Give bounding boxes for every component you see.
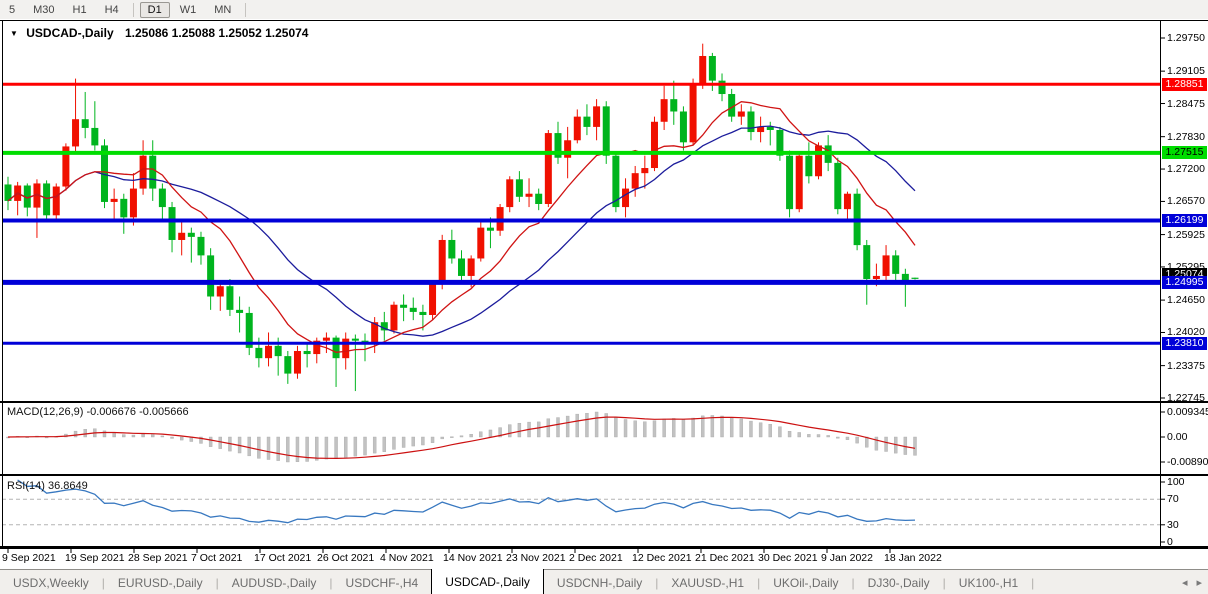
date-axis-label: 14 Nov 2021 — [443, 552, 503, 564]
date-axis-label: 30 Dec 2021 — [758, 552, 818, 564]
toolbar-separator — [132, 2, 134, 17]
date-axis-label: 7 Oct 2021 — [191, 552, 243, 564]
level-badge-1.26199: 1.26199 — [1162, 213, 1207, 227]
tab-separator: | — [757, 575, 761, 590]
tab-dj30-daily[interactable]: DJ30-,Daily — [867, 575, 930, 590]
tab-separator: | — [329, 575, 333, 590]
date-axis-label: 21 Dec 2021 — [695, 552, 755, 564]
macd-axis-tick: 0.009345 — [1167, 406, 1208, 418]
rsi-indicator-header: RSI(14) 36.8649 — [7, 480, 88, 492]
price-axis-tick: 1.24650 — [1167, 294, 1205, 307]
timeframe-button-H1[interactable]: H1 — [72, 3, 87, 16]
tab-usdx-weekly[interactable]: USDX,Weekly — [13, 575, 89, 590]
tab-separator: | — [655, 575, 659, 590]
tab-eurusd-daily[interactable]: EURUSD-,Daily — [117, 575, 203, 590]
timeframe-button-H4[interactable]: H4 — [104, 3, 119, 16]
price-axis-tick: 1.25925 — [1167, 228, 1205, 241]
price-axis-tick: 1.29750 — [1167, 32, 1205, 44]
price-axis-tick: 1.23375 — [1167, 359, 1205, 372]
date-axis-label: 2 Dec 2021 — [569, 552, 623, 564]
tab-usdchf-h4[interactable]: USDCHF-,H4 — [345, 575, 419, 590]
symbol-dropdown-icon[interactable]: ▼ — [10, 29, 18, 38]
date-axis-label: 28 Sep 2021 — [128, 552, 188, 564]
date-axis-label: 19 Sep 2021 — [65, 552, 125, 564]
price-axis-tick: 1.24020 — [1167, 326, 1205, 339]
timeframe-button-MN[interactable]: MN — [214, 3, 232, 16]
rsi-axis-tick: 30 — [1167, 518, 1179, 531]
timeframe-toolbar: 5 M30 H1 H4 D1 W1 MN — [0, 0, 1208, 20]
timeframe-button-M30[interactable]: M30 — [33, 3, 55, 16]
tab-usdcad-daily[interactable]: USDCAD-,Daily — [431, 569, 544, 594]
date-axis-label: 9 Sep 2021 — [2, 552, 56, 564]
tab-separator: | — [1031, 575, 1035, 590]
tab-xauusd-h1[interactable]: XAUUSD-,H1 — [671, 575, 745, 590]
chart-tab-bar: USDX,Weekly | EURUSD-,Daily | AUDUSD-,Daily |… — [0, 569, 1208, 594]
chart-ohlc-values: 1.25086 1.25088 1.25052 1.25074 — [124, 26, 309, 40]
price-axis-tick: 1.29105 — [1167, 65, 1205, 78]
chart-title: ▼ USDCAD-,Daily 1.25086 1.25088 1.25052 … — [10, 26, 308, 40]
timeframe-button-W1[interactable]: W1 — [179, 3, 197, 16]
price-chart-canvas[interactable] — [0, 19, 1208, 569]
date-axis-label: 9 Jan 2022 — [821, 552, 873, 564]
price-axis-tick: 1.26570 — [1167, 195, 1205, 208]
tab-usdcnh-daily[interactable]: USDCNH-,Daily — [556, 575, 643, 590]
level-badge-1.28851: 1.28851 — [1162, 77, 1207, 91]
chart-symbol-label: USDCAD-,Daily — [26, 26, 114, 40]
toolbar-separator — [245, 2, 247, 17]
tab-separator: | — [215, 575, 219, 590]
tab-separator: | — [851, 575, 855, 590]
tab-scroll-arrows: ◂ ▸ — [1182, 570, 1202, 594]
timeframe-button-5[interactable]: 5 — [9, 3, 16, 16]
rsi-axis-tick: 0 — [1167, 536, 1173, 548]
timeframe-button-D1[interactable]: D1 — [139, 1, 170, 18]
tab-ukoil-daily[interactable]: UKOil-,Daily — [773, 575, 839, 590]
price-axis-tick: 1.22745 — [1167, 392, 1205, 404]
rsi-axis-tick: 100 — [1167, 476, 1185, 488]
price-axis-tick: 1.28475 — [1167, 97, 1205, 110]
date-axis-label: 18 Jan 2022 — [884, 552, 942, 564]
tab-separator: | — [101, 575, 105, 590]
price-axis-tick: 1.27200 — [1167, 163, 1205, 176]
level-badge-1.24995: 1.24995 — [1162, 275, 1207, 289]
tab-separator: | — [942, 575, 946, 590]
tab-audusd-daily[interactable]: AUDUSD-,Daily — [231, 575, 317, 590]
date-axis-label: 17 Oct 2021 — [254, 552, 312, 564]
tab-uk100-h1[interactable]: UK100-,H1 — [958, 575, 1019, 590]
tab-scroll-right-icon[interactable]: ▸ — [1196, 577, 1202, 589]
macd-axis-tick: 0.00 — [1167, 430, 1188, 443]
date-axis-label: 26 Oct 2021 — [317, 552, 375, 564]
level-badge-1.27515: 1.27515 — [1162, 146, 1207, 160]
rsi-axis-tick: 70 — [1167, 493, 1179, 506]
level-badge-1.23810: 1.23810 — [1162, 336, 1207, 350]
date-axis-label: 23 Nov 2021 — [506, 552, 566, 564]
price-axis-tick: 1.27830 — [1167, 130, 1205, 143]
chart-area[interactable]: ▼ USDCAD-,Daily 1.25086 1.25088 1.25052 … — [0, 19, 1208, 569]
macd-axis-tick: -0.008902 — [1167, 456, 1208, 468]
tab-scroll-left-icon[interactable]: ◂ — [1181, 577, 1188, 589]
date-axis-label: 12 Dec 2021 — [632, 552, 692, 564]
date-axis-label: 4 Nov 2021 — [380, 552, 434, 564]
macd-indicator-header: MACD(12,26,9) -0.006676 -0.005666 — [7, 406, 189, 418]
